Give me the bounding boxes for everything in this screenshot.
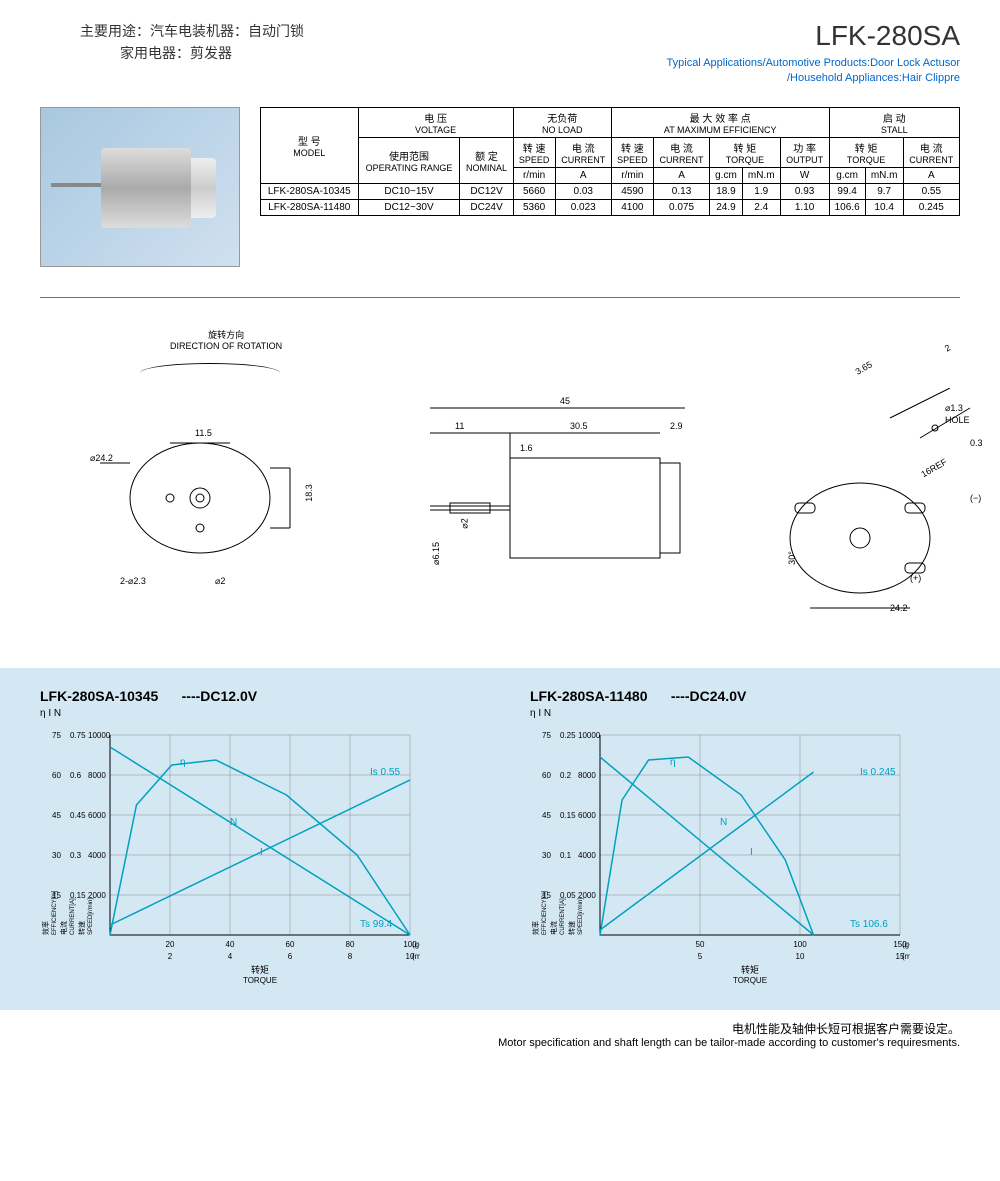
svg-text:5: 5: [698, 952, 703, 961]
svg-text:10: 10: [796, 952, 805, 961]
svg-text:0.3: 0.3: [70, 851, 82, 860]
svg-text:8: 8: [348, 952, 353, 961]
svg-text:转矩: 转矩: [251, 964, 269, 975]
svg-text:SPEED[r/min]: SPEED[r/min]: [578, 897, 584, 934]
svg-text:Is 0.245: Is 0.245: [860, 767, 896, 778]
svg-text:SPEED[r/min]: SPEED[r/min]: [88, 897, 94, 934]
svg-text:0.75: 0.75: [70, 731, 86, 740]
cn-line1: 主要用途：汽车电装机器：自动门锁: [80, 20, 304, 42]
svg-text:60: 60: [286, 940, 295, 949]
svg-text:I: I: [260, 847, 263, 858]
svg-text:(mN-m): (mN-m): [902, 952, 910, 961]
svg-text:8000: 8000: [88, 771, 106, 780]
table-row: LFK-280SA-10345DC10~15VDC12V56600.034590…: [261, 183, 960, 199]
svg-text:效率: 效率: [531, 921, 540, 935]
section-divider: [40, 297, 960, 298]
svg-text:4000: 4000: [88, 851, 106, 860]
spec-table: 型 号MODEL 电 压VOLTAGE 无负荷NO LOAD 最 大 效 率 点…: [260, 107, 960, 216]
svg-text:CURRENT[A]: CURRENT[A]: [70, 898, 76, 935]
svg-text:0.6: 0.6: [70, 771, 82, 780]
svg-text:100: 100: [793, 940, 807, 949]
svg-text:Ts 99.4: Ts 99.4: [360, 919, 393, 930]
svg-text:6000: 6000: [578, 811, 596, 820]
svg-text:转矩: 转矩: [741, 964, 759, 975]
svg-text:0.25: 0.25: [560, 731, 576, 740]
svg-text:0.1: 0.1: [560, 851, 572, 860]
svg-text:0.2: 0.2: [560, 771, 572, 780]
applications-cn: 主要用途：汽车电装机器：自动门锁 家用电器：剪发器: [40, 20, 304, 65]
svg-text:6000: 6000: [88, 811, 106, 820]
svg-text:TORQUE: TORQUE: [733, 976, 767, 985]
svg-text:EFFICIENCY[%]: EFFICIENCY[%]: [542, 890, 548, 935]
svg-text:10000: 10000: [88, 731, 111, 740]
svg-text:75: 75: [52, 731, 61, 740]
cn-line2: 家用电器：剪发器: [80, 42, 304, 64]
svg-text:效率: 效率: [41, 921, 50, 935]
svg-text:转速: 转速: [567, 921, 576, 935]
svg-text:(mN-m): (mN-m): [412, 952, 420, 961]
svg-text:N: N: [230, 817, 237, 828]
footer-note: 电机性能及轴伸长短可根据客户需要设定。 Motor specification …: [0, 1010, 1000, 1059]
svg-text:45: 45: [542, 811, 551, 820]
svg-text:2: 2: [168, 952, 173, 961]
svg-text:8000: 8000: [578, 771, 596, 780]
svg-text:N: N: [720, 817, 727, 828]
apps-en1: Typical Applications/Automotive Products…: [667, 56, 960, 71]
svg-text:电流: 电流: [59, 921, 68, 935]
svg-text:75: 75: [542, 731, 551, 740]
performance-chart: 750.7510000600.68000450.456000300.340001…: [40, 725, 420, 985]
svg-text:60: 60: [542, 771, 551, 780]
svg-text:(g-cm): (g-cm): [902, 940, 910, 949]
performance-charts: LFK-280SA-10345 ----DC12.0Vη I N750.7510…: [0, 668, 1000, 1010]
svg-text:η: η: [180, 757, 186, 768]
svg-text:40: 40: [226, 940, 235, 949]
svg-text:60: 60: [52, 771, 61, 780]
svg-text:CURRENT[A]: CURRENT[A]: [560, 898, 566, 935]
svg-text:4: 4: [228, 952, 233, 961]
svg-text:6: 6: [288, 952, 293, 961]
svg-text:10000: 10000: [578, 731, 601, 740]
svg-text:Ts 106.6: Ts 106.6: [850, 919, 888, 930]
svg-text:TORQUE: TORQUE: [243, 976, 277, 985]
apps-en2: /Household Appliances:Hair Clippre: [667, 71, 960, 86]
svg-text:EFFICIENCY[%]: EFFICIENCY[%]: [52, 890, 58, 935]
svg-text:转速: 转速: [77, 921, 86, 935]
svg-text:0.15: 0.15: [560, 811, 576, 820]
motor-photo: [40, 107, 240, 267]
svg-text:4000: 4000: [578, 851, 596, 860]
svg-text:电流: 电流: [549, 921, 558, 935]
svg-text:80: 80: [346, 940, 355, 949]
svg-text:30: 30: [542, 851, 551, 860]
svg-text:I: I: [750, 847, 753, 858]
table-row: LFK-280SA-11480DC12~30VDC24V53600.023410…: [261, 199, 960, 215]
svg-text:η: η: [670, 757, 676, 768]
model-title: LFK-280SA: [667, 20, 960, 52]
svg-text:20: 20: [166, 940, 175, 949]
svg-text:Is 0.55: Is 0.55: [370, 767, 400, 778]
svg-text:0.45: 0.45: [70, 811, 86, 820]
svg-text:30: 30: [52, 851, 61, 860]
svg-text:50: 50: [696, 940, 705, 949]
performance-chart: 75 0.2510000 60 0.2 8000 45 0.156000 30 0.1 4000 1…: [530, 725, 910, 985]
technical-drawing: 旋转方向 DIRECTION OF ROTATION ⌀24.2 11.5 18…: [40, 328, 960, 628]
svg-text:45: 45: [52, 811, 61, 820]
svg-text:(g-cm): (g-cm): [412, 940, 420, 949]
